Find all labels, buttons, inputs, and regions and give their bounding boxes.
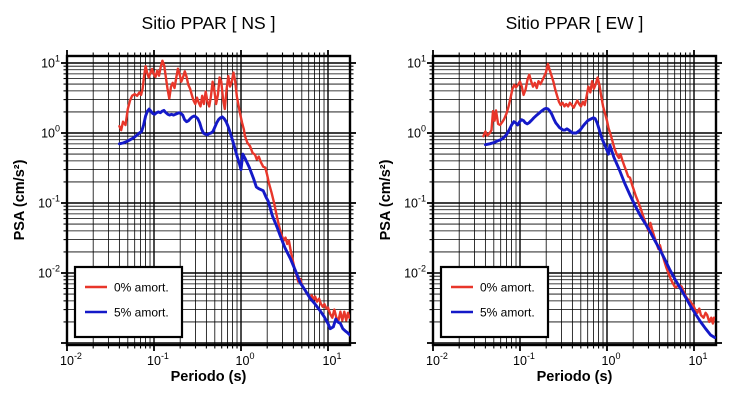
x-axis-label: Periodo (s) <box>537 369 613 385</box>
x-axis-label: Periodo (s) <box>171 369 247 385</box>
series-0pct-line <box>118 59 350 322</box>
series-5pct-line <box>483 106 716 339</box>
plot-frame <box>431 54 718 347</box>
series-5pct-line <box>117 107 350 337</box>
legend-label-5pct: 5% amort. <box>480 306 535 320</box>
x-tick-label: 10-1 <box>513 351 535 368</box>
plot-frame <box>65 54 352 347</box>
y-tick-label: 10-2 <box>38 264 60 281</box>
x-tick-label: 100 <box>236 351 255 368</box>
legend-box <box>439 265 550 339</box>
x-tick-label: 10-2 <box>60 351 82 368</box>
x-tick-label: 100 <box>602 351 621 368</box>
y-tick-label: 101 <box>407 54 426 71</box>
y-tick-label: 100 <box>407 124 426 141</box>
y-axis-label: PSA (cm/s²) <box>12 159 28 240</box>
legend-label-0pct: 0% amort. <box>114 281 169 295</box>
legend-label-0pct: 0% amort. <box>480 281 535 295</box>
legend: 0% amort. 5% amort. <box>73 265 184 339</box>
legend-box <box>73 265 184 339</box>
plot-ns: 10-2 10-1 100 101 101 100 10-1 10-2 Sitio PPAR [… <box>12 13 356 385</box>
legend: 0% amort. 5% amort. <box>439 265 550 339</box>
y-tick-label: 100 <box>41 124 60 141</box>
y-tick-label: 10-1 <box>38 194 60 211</box>
x-tick-label: 101 <box>689 351 708 368</box>
series-0pct-line <box>482 62 716 325</box>
y-tick-label: 10-2 <box>404 264 426 281</box>
x-tick-label: 101 <box>323 351 342 368</box>
legend-label-5pct: 5% amort. <box>114 306 169 320</box>
x-tick-label: 10-2 <box>426 351 448 368</box>
plot-title: Sitio PPAR [ NS ] <box>142 13 276 33</box>
plot-title: Sitio PPAR [ EW ] <box>506 13 644 33</box>
y-tick-label: 10-1 <box>404 194 426 211</box>
plot-ew: 10-2 10-1 100 101 101 100 10-1 10-2 Sitio PPAR [… <box>378 13 722 385</box>
y-axis-label: PSA (cm/s²) <box>378 159 394 240</box>
y-tick-label: 101 <box>41 54 60 71</box>
x-tick-label: 10-1 <box>147 351 169 368</box>
